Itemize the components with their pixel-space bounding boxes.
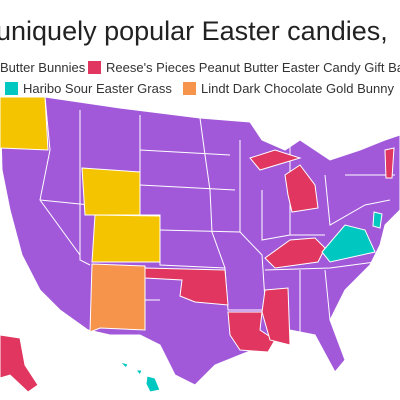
legend-label: Butter Bunnies bbox=[0, 60, 86, 75]
louisiana bbox=[227, 311, 276, 353]
delaware bbox=[372, 211, 383, 229]
new-mexico bbox=[89, 263, 146, 333]
oklahoma bbox=[144, 267, 229, 306]
legend-label: Reese's Pieces Peanut Butter Easter Cand… bbox=[106, 60, 400, 75]
legend-item: Haribo Sour Easter Grass bbox=[5, 81, 172, 96]
colorado bbox=[91, 214, 161, 263]
legend-item: Butter Bunnies bbox=[0, 60, 85, 75]
highlighted-states bbox=[0, 96, 395, 393]
alaska bbox=[0, 334, 39, 393]
title: uniquely popular Easter candies, bbox=[0, 16, 388, 46]
virginia bbox=[321, 224, 376, 263]
legend-item: Reese's Pieces Peanut Butter Easter Cand… bbox=[88, 60, 400, 75]
wyoming bbox=[81, 167, 141, 216]
legend-item: Lindt Dark Chocolate Gold Bunny bbox=[183, 81, 394, 96]
mississippi bbox=[261, 287, 291, 346]
legend-swatch bbox=[88, 61, 101, 74]
legend-swatch bbox=[183, 82, 196, 95]
michigan bbox=[249, 149, 319, 213]
legend-label: Lindt Dark Chocolate Gold Bunny bbox=[201, 81, 394, 96]
legend-label: Haribo Sour Easter Grass bbox=[23, 81, 172, 96]
legend-swatch bbox=[5, 82, 18, 95]
hawaii bbox=[118, 361, 161, 393]
vermont bbox=[384, 147, 395, 179]
washington bbox=[0, 96, 49, 151]
